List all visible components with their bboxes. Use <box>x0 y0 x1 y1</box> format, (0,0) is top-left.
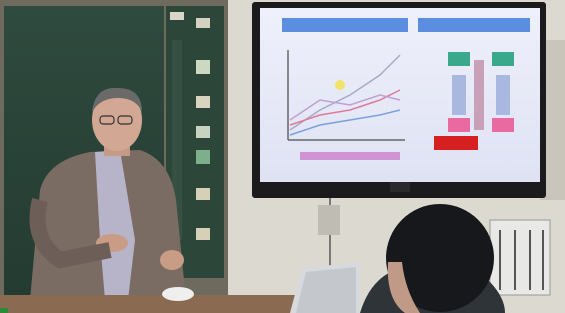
photo <box>0 0 565 313</box>
corner-mark <box>0 308 8 313</box>
monitor <box>252 2 546 198</box>
outlet <box>318 205 340 235</box>
desk-object <box>162 287 194 301</box>
desk <box>0 295 300 313</box>
slide-caption <box>300 152 400 160</box>
